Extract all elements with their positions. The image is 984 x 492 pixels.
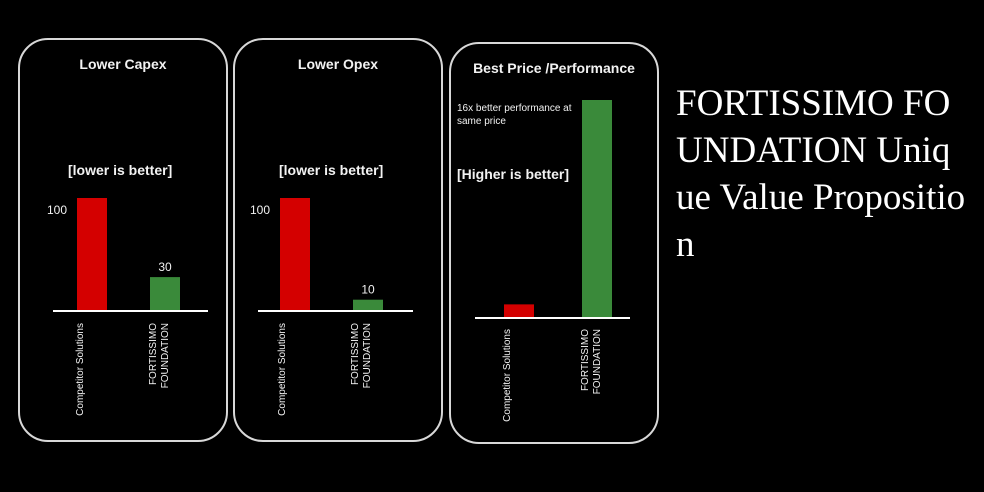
chart-title: Lower Capex <box>79 56 167 72</box>
chart-panel-capex: Lower Capex [lower is better] <box>18 38 228 442</box>
chart-annotation: 16x better performance at same price <box>457 103 572 127</box>
chart-note: [lower is better] <box>279 162 384 178</box>
chart-title: Best Price /Performance <box>473 60 635 76</box>
data-label: 100 <box>47 203 67 217</box>
bar-fortissimo <box>353 299 383 311</box>
x-tick-label: Competitor Solutions <box>277 323 288 416</box>
bar-competitor <box>504 304 534 318</box>
x-tick-label: FORTISSIMO <box>580 329 591 391</box>
data-label: 100 <box>250 203 270 217</box>
chart-title: Lower Opex <box>297 56 379 72</box>
headline-text: FORTISSIMO FOUNDATION Unique Value Propo… <box>676 83 966 265</box>
chart-note: [Higher is better] <box>457 166 570 182</box>
data-label: 10 <box>361 283 375 297</box>
chart-panel-opex: Lower Opex [lower is better] <box>233 38 443 442</box>
bar-competitor <box>280 198 310 311</box>
x-tick-label: FORTISSIMO <box>148 323 159 385</box>
bar-competitor <box>77 198 107 311</box>
chart-panel-price-performance: Best Price /Performance 16x better perfo… <box>449 42 659 444</box>
x-tick-label: FOUNDATION <box>592 329 603 394</box>
data-label: 30 <box>158 260 172 274</box>
x-tick-label: Competitor Solutions <box>502 329 513 422</box>
chart-note: [lower is better] <box>68 162 173 178</box>
x-tick-label: FOUNDATION <box>160 323 171 388</box>
x-tick-label: FOUNDATION <box>362 323 373 388</box>
bar-fortissimo <box>150 277 180 311</box>
x-tick-label: Competitor Solutions <box>75 323 86 416</box>
bar-fortissimo <box>582 100 612 318</box>
x-tick-label: FORTISSIMO <box>350 323 361 385</box>
